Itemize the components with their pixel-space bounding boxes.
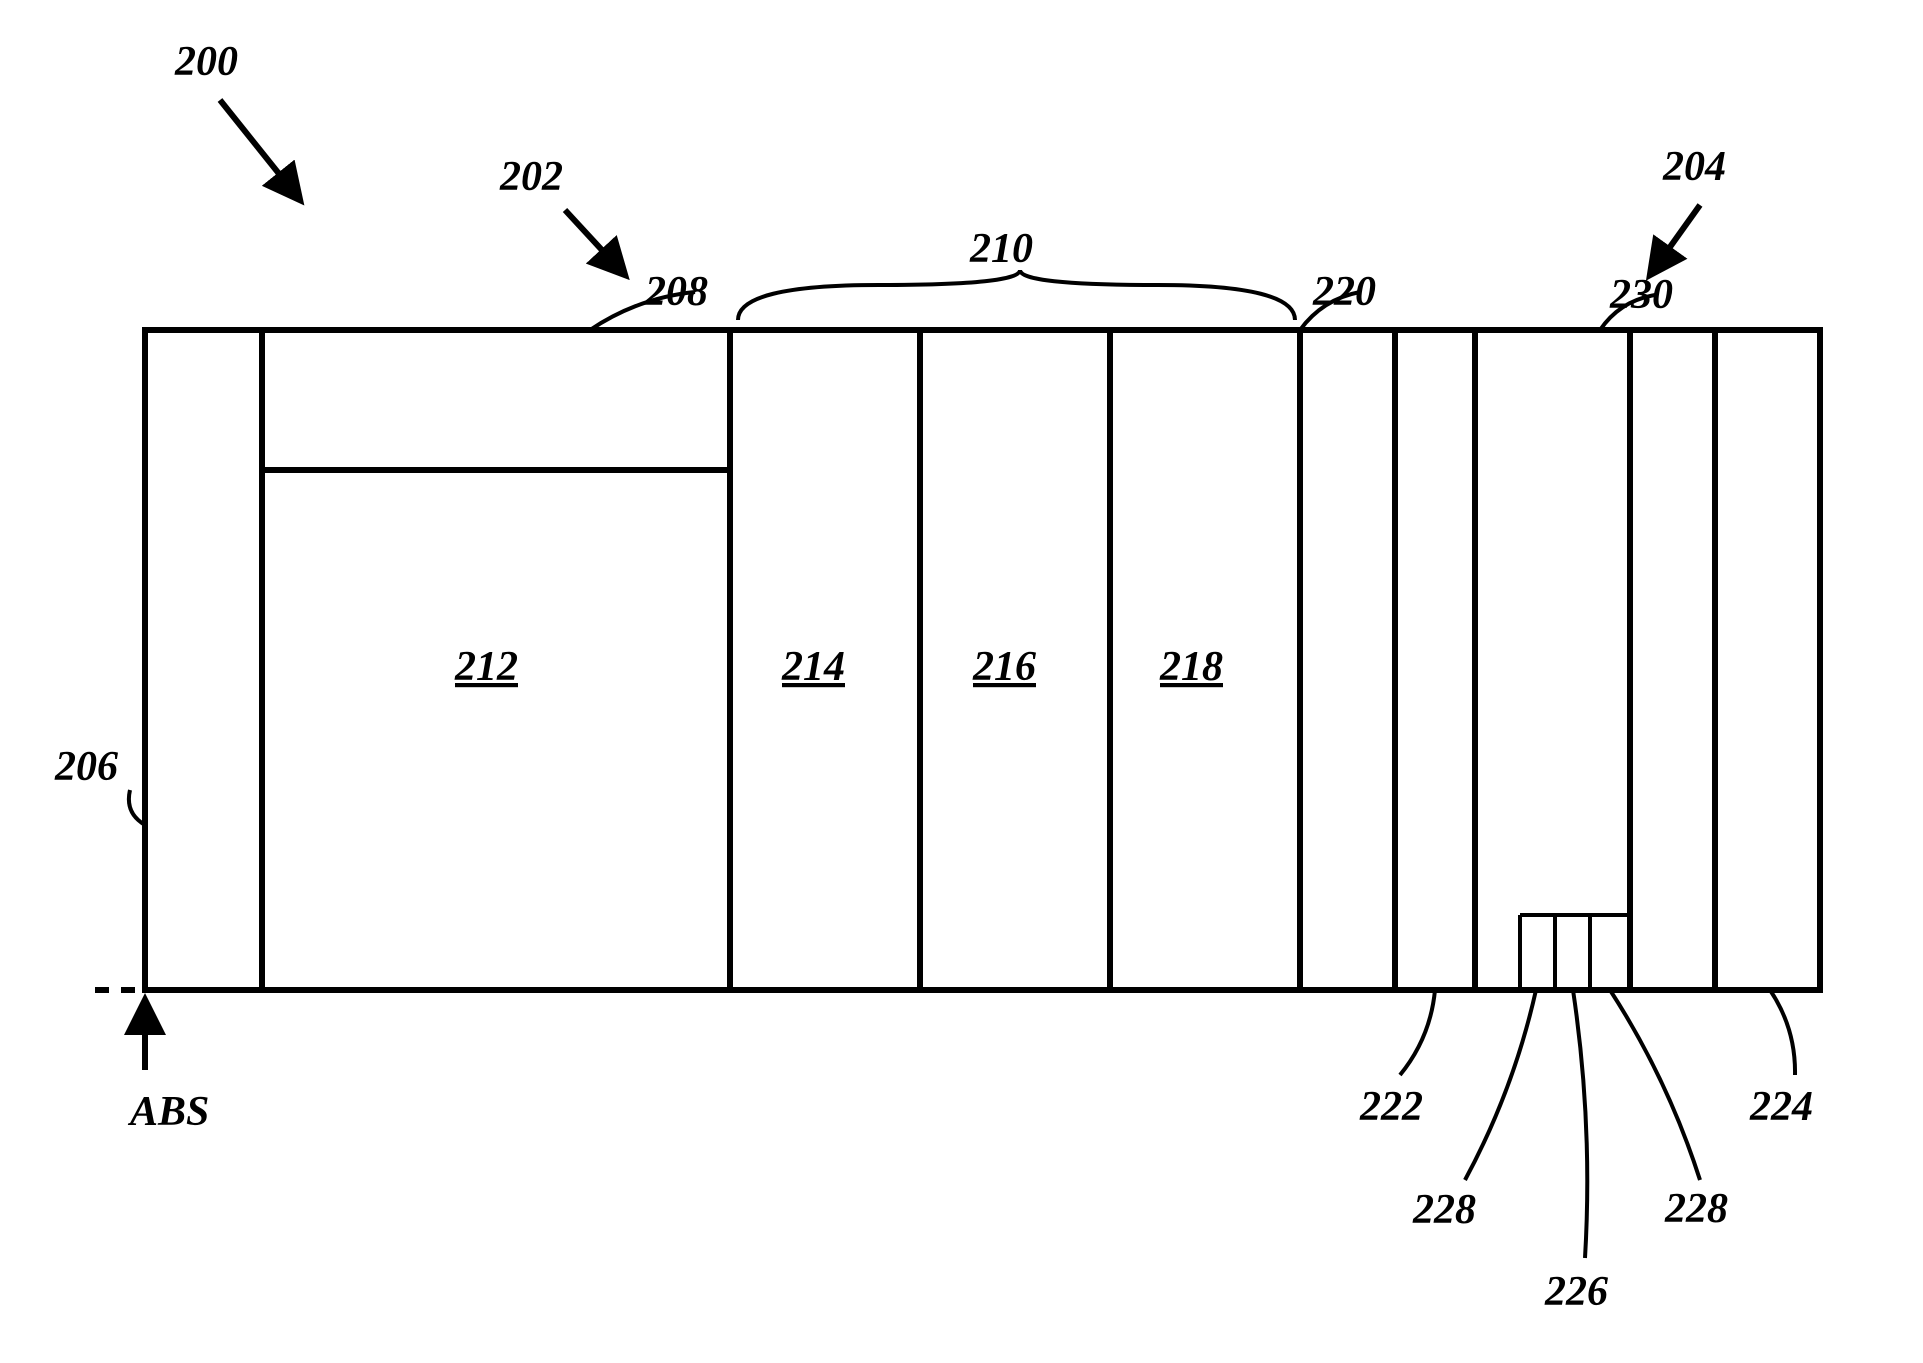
leader-228-right [1610,990,1700,1180]
label-204: 204 [1662,144,1726,190]
label-212: 212 [454,644,518,690]
brace-210 [738,270,1295,320]
label-226: 226 [1544,1269,1608,1315]
label-220: 220 [1312,269,1376,315]
label-224: 224 [1749,1084,1813,1130]
label-200: 200 [174,39,238,85]
label-230: 230 [1609,272,1673,318]
label-214: 214 [781,644,845,690]
label-abs: ABS [127,1089,209,1135]
arrow-204 [1650,205,1700,275]
leader-228-left [1465,990,1536,1180]
leader-222 [1400,990,1435,1075]
arrow-202 [565,210,625,275]
leader-224 [1770,990,1795,1075]
label-202: 202 [499,154,563,200]
label-228b: 228 [1664,1186,1728,1232]
label-216: 216 [972,644,1036,690]
label-228a: 228 [1412,1187,1476,1233]
label-222: 222 [1359,1084,1423,1130]
leader-226 [1573,990,1587,1258]
label-210: 210 [969,226,1033,272]
label-218: 218 [1159,644,1223,690]
arrow-200 [220,100,300,200]
label-208: 208 [644,269,708,315]
label-206: 206 [54,744,118,790]
